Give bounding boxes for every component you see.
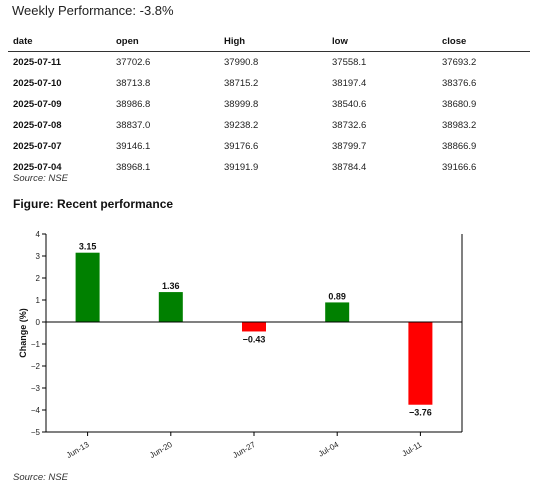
low-cell: 37558.1 (332, 57, 367, 68)
y-tick-label: −2 (31, 362, 41, 371)
y-axis-title: Change (%) (18, 308, 28, 358)
column-header-high: High (219, 31, 327, 52)
bar (408, 322, 433, 405)
close-cell: 38680.9 (442, 99, 477, 110)
high-cell: 39238.2 (224, 120, 259, 131)
low-cell: 38197.4 (332, 78, 367, 89)
x-tick-label: Jun-27 (231, 440, 257, 460)
open-cell: 38968.1 (116, 162, 151, 173)
date-cell: 2025-07-11 (13, 57, 62, 68)
open-cell: 38986.8 (116, 99, 151, 110)
low-cell: 38784.4 (332, 162, 367, 173)
date-cell: 2025-07-09 (13, 99, 62, 110)
bar (75, 252, 100, 322)
bar-data-label: 3.15 (79, 242, 97, 252)
table-row: 2025-07-08 38837.0 39238.2 38732.6 38983… (8, 115, 530, 136)
close-cell: 38376.6 (442, 78, 477, 89)
open-cell: 39146.1 (116, 141, 151, 152)
date-cell: 2025-07-04 (13, 162, 62, 173)
low-cell: 38732.6 (332, 120, 367, 131)
open-cell: 37702.6 (116, 57, 151, 68)
table-row: 2025-07-11 37702.6 37990.8 37558.1 37693… (8, 52, 530, 74)
close-cell: 38866.9 (442, 141, 477, 152)
table-source-note: Source: NSE (13, 173, 68, 184)
table-row: 2025-07-10 38713.8 38715.2 38197.4 38376… (8, 73, 530, 94)
page-title: Weekly Performance: -3.8% (12, 3, 174, 18)
y-tick-label: −4 (31, 406, 41, 415)
column-header-low: low (327, 31, 437, 52)
x-tick-label: Jul-04 (317, 440, 341, 459)
y-tick-label: 2 (36, 274, 41, 283)
bar-data-label: −0.43 (243, 334, 266, 344)
figure-heading: Figure: Recent performance (13, 197, 174, 211)
x-tick-label: Jul-11 (401, 440, 424, 459)
close-cell: 39166.6 (442, 162, 477, 173)
close-cell: 38983.2 (442, 120, 477, 131)
table-header-row: date open High low close (8, 31, 530, 52)
x-tick-label: Jun-20 (148, 440, 174, 460)
figure-source-note: Source: NSE (13, 472, 68, 483)
table-row: 2025-07-09 38986.8 38999.8 38540.6 38680… (8, 94, 530, 115)
bar (242, 322, 266, 332)
bar-data-label: 0.89 (328, 291, 346, 301)
y-tick-label: −1 (31, 340, 41, 349)
performance-bar-chart: 4 3 2 1 0 −1 −2 −3 −4 −5 Change (%) 3.15 Jun-13 1.36 J… (18, 230, 463, 460)
y-tick-label: 4 (36, 230, 41, 239)
column-header-date: date (8, 31, 111, 52)
open-cell: 38713.8 (116, 78, 151, 89)
high-cell: 38715.2 (224, 78, 259, 89)
low-cell: 38799.7 (332, 141, 367, 152)
high-cell: 39176.6 (224, 141, 259, 152)
table-row: 2025-07-04 38968.1 39191.9 38784.4 39166… (8, 157, 530, 178)
y-tick-label: 3 (36, 252, 41, 261)
y-tick-label: 0 (36, 318, 41, 327)
column-header-open: open (111, 31, 219, 52)
date-cell: 2025-07-10 (13, 78, 62, 89)
bar-data-label: 1.36 (162, 281, 180, 291)
high-cell: 39191.9 (224, 162, 259, 173)
date-cell: 2025-07-07 (13, 141, 62, 152)
column-header-close: close (437, 31, 530, 52)
x-tick-label: Jun-13 (65, 440, 91, 460)
bar-data-label: −3.76 (409, 408, 432, 418)
high-cell: 37990.8 (224, 57, 259, 68)
bar (325, 302, 350, 322)
date-cell: 2025-07-08 (13, 120, 62, 131)
high-cell: 38999.8 (224, 99, 259, 110)
bar (158, 292, 183, 322)
table-row: 2025-07-07 39146.1 39176.6 38799.7 38866… (8, 136, 530, 157)
y-tick-label: −5 (31, 428, 41, 437)
open-cell: 38837.0 (116, 120, 151, 131)
y-tick-label: −3 (31, 384, 41, 393)
close-cell: 37693.2 (442, 57, 477, 68)
ohlc-table: date open High low close 2025-07-11 3770… (8, 31, 530, 178)
y-tick-label: 1 (36, 296, 41, 305)
low-cell: 38540.6 (332, 99, 367, 110)
